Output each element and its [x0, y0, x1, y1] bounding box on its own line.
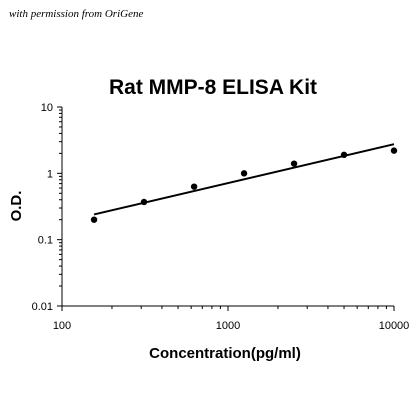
fit-line	[93, 143, 395, 216]
y-tick-label: 1	[47, 168, 53, 180]
chart-title: Rat MMP-8 ELISA Kit	[109, 76, 317, 99]
y-tick-label: 10	[41, 102, 53, 114]
data-point	[390, 147, 398, 154]
y-tick-label: 0.01	[32, 301, 53, 313]
data-point	[240, 170, 248, 177]
data-point	[90, 216, 98, 223]
x-tick-label: 1000	[216, 320, 240, 332]
y-axis-label: O.D.	[8, 191, 25, 222]
x-tick-label: 100	[53, 320, 71, 332]
data-point	[190, 183, 198, 190]
data-point	[290, 160, 298, 167]
plot-area: 0.01 0.1 1 10 100 1000 10000	[32, 102, 410, 332]
data-point	[140, 198, 148, 206]
permission-note: with permission from OriGene	[9, 8, 144, 20]
data-point	[340, 151, 348, 159]
x-axis-label: Concentration(pg/ml)	[149, 345, 301, 362]
y-tick-label: 0.1	[38, 235, 53, 247]
x-tick-label: 10000	[379, 320, 410, 332]
